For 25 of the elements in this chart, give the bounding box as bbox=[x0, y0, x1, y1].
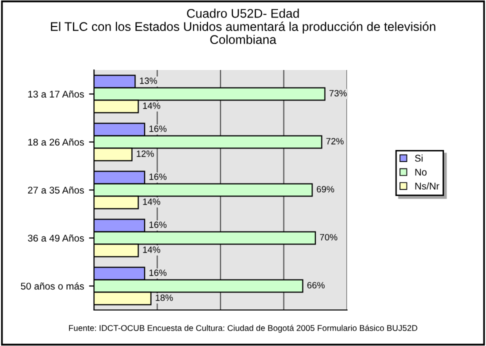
data-label: 13% bbox=[140, 78, 158, 84]
data-label: 70% bbox=[320, 234, 338, 240]
y-tick-label: 13 a 17 Años bbox=[28, 90, 84, 98]
data-label: 14% bbox=[143, 246, 160, 253]
data-label: 14% bbox=[143, 198, 160, 205]
data-label: 66% bbox=[307, 282, 325, 288]
y-tick-label: 27 a 35 Años bbox=[28, 186, 84, 194]
data-label: 72% bbox=[326, 138, 344, 144]
data-label: 69% bbox=[316, 186, 334, 192]
data-label: 12% bbox=[136, 150, 154, 157]
y-tick-label: 50 años o más bbox=[20, 282, 84, 290]
data-label: 16% bbox=[149, 222, 167, 228]
chart-title: Cuadro U52D- Edad El TLC con los Estados Unidos aumentará la producción de televisión Colombiana bbox=[50, 8, 436, 44]
y-tick-label: 36 a 49 Años bbox=[28, 234, 84, 242]
data-label: 14% bbox=[143, 102, 160, 109]
source-note: Fuente: IDCT-OCUB Encuesta de Cultura: Ciudad de Bogotá 2005 Formulario Básico BUJ52D bbox=[69, 324, 418, 333]
y-tick-label: 18 a 26 Años bbox=[28, 138, 84, 146]
legend-label: Ns/Nr bbox=[415, 182, 440, 190]
data-label: 16% bbox=[149, 270, 167, 276]
legend-label: No bbox=[415, 168, 427, 176]
legend-label: Si bbox=[415, 154, 423, 162]
data-label: 16% bbox=[149, 126, 167, 132]
data-label: 73% bbox=[329, 90, 347, 96]
data-label: 18% bbox=[156, 294, 173, 301]
data-label: 16% bbox=[149, 174, 167, 180]
